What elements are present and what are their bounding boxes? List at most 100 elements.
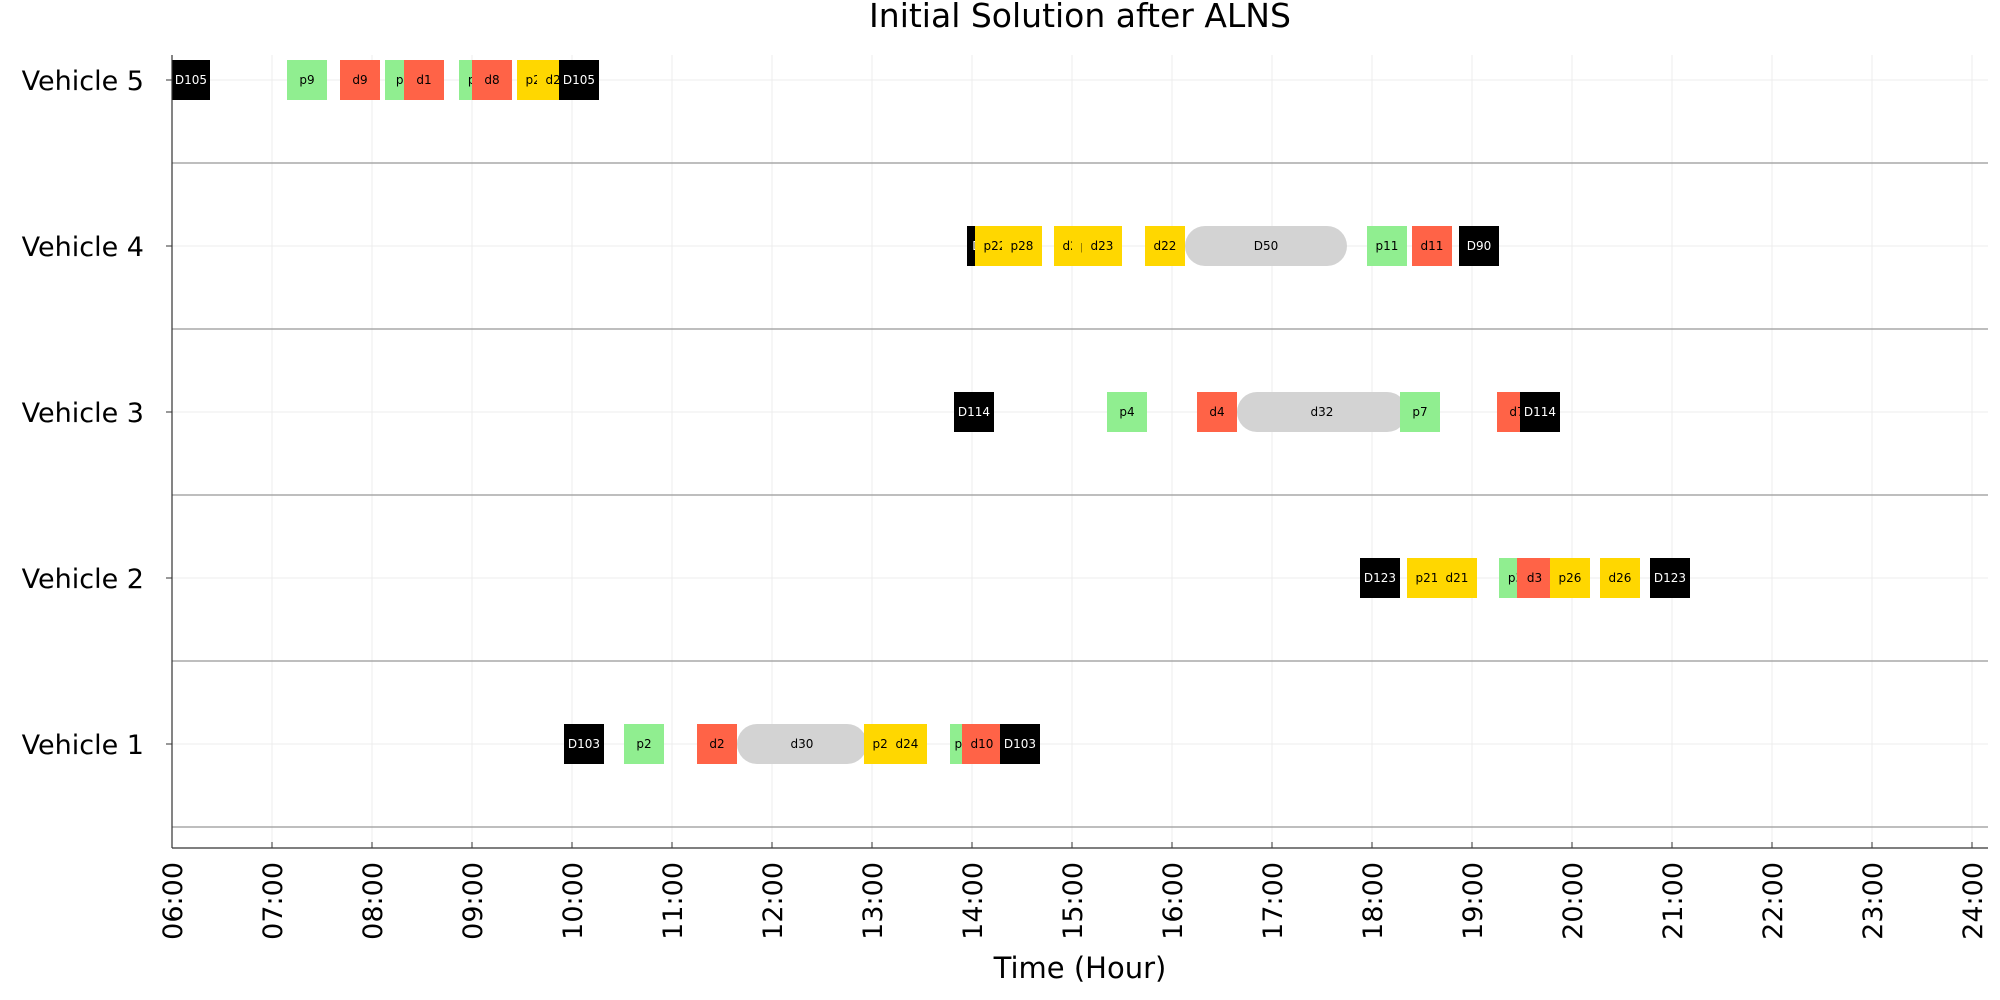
block-paired [1082,226,1122,266]
x-tick-label: 08:00 [358,862,389,940]
block-label: D114 [958,405,990,419]
block-waiting [1237,392,1407,432]
block-depot [564,724,604,764]
vehicle-row: D123 p21 d21 p3 d3 p26 d26 D123 [1360,558,1690,598]
block-label: d26 [1609,571,1632,585]
block-paired [1600,558,1640,598]
block-label: d32 [1311,405,1334,419]
block-label: p28 [1011,239,1034,253]
y-tick-label: Vehicle 5 [22,66,144,97]
vehicle-row: D114 p4 d4 d32 p7 d7 D114 [954,392,1560,432]
block-paired [1437,558,1477,598]
block-delivery [340,60,380,100]
block-label: d24 [896,737,919,751]
y-tick-label: Vehicle 3 [22,398,144,429]
schedule-blocks: D105p9d9p1d1p8d8p27d27D105D90p22p28d28p2… [172,60,1690,764]
y-tick-label: Vehicle 2 [22,564,144,595]
block-label: p26 [1559,571,1582,585]
grid-lines [171,55,1988,848]
block-pickup [1107,392,1147,432]
block-delivery [697,724,737,764]
block-label: p9 [299,73,314,87]
block-label: D114 [1524,405,1556,419]
block-label: D103 [568,737,600,751]
block-label: p22 [984,239,1007,253]
y-tick-label: Vehicle 1 [22,730,144,761]
block-label: D123 [1364,571,1396,585]
block-delivery [404,60,444,100]
block-depot [172,60,210,100]
block-pickup [624,724,664,764]
block-label: d3 [1527,571,1542,585]
block-delivery [1412,226,1452,266]
block-depot [1520,392,1560,432]
block-label: p21 [1416,571,1439,585]
x-tick-label: 18:00 [1358,862,1389,940]
block-label: p4 [1119,405,1134,419]
block-pickup [287,60,327,100]
block-label: p11 [1376,239,1399,253]
block-depot [1650,558,1690,598]
block-waiting [1185,226,1347,266]
vehicle-row: D90p22p28d28p23d23d22D50p11d11D90 [967,226,1499,266]
block-label: D105 [175,73,207,87]
block-pickup [1367,226,1407,266]
block-label: d23 [1091,239,1114,253]
x-tick-label: 23:00 [1858,862,1889,940]
vehicle-row: D103p2d2d30p24d24p10d10D103 [564,724,1040,764]
block-label: d8 [484,73,499,87]
vehicle-row: D105p9d9p1d1p8d8p27d27D105 [172,60,599,100]
x-tick-label: 14:00 [958,862,989,940]
x-tick-label: 17:00 [1258,862,1289,940]
block-label: d1 [416,73,431,87]
block-waiting [737,724,867,764]
block-paired [1145,226,1185,266]
chart-title: Initial Solution after ALNS [869,0,1291,35]
x-tick-label: 06:00 [158,862,189,940]
y-tick-label: Vehicle 4 [22,232,144,263]
x-tick-label: 21:00 [1658,862,1689,940]
block-delivery [1517,558,1552,598]
block-label: D105 [563,73,595,87]
block-label: d11 [1421,239,1444,253]
block-depot [1360,558,1400,598]
block-label: d30 [791,737,814,751]
block-depot [559,60,599,100]
x-tick-label: 12:00 [758,862,789,940]
x-tick-label: 07:00 [258,862,289,940]
axes: Vehicle 5 Vehicle 4 Vehicle 3 Vehicle 2 Vehi… [22,55,1989,940]
x-tick-label: 22:00 [1758,862,1789,940]
block-label: d22 [1154,239,1177,253]
block-label: d10 [971,737,994,751]
block-label: p2 [636,737,651,751]
block-paired [1002,226,1042,266]
block-pickup [1400,392,1440,432]
x-tick-label: 20:00 [1558,862,1589,940]
block-label: D103 [1004,737,1036,751]
block-label: D50 [1254,239,1279,253]
block-label: D90 [1467,239,1492,253]
x-tick-label: 15:00 [1058,862,1089,940]
block-delivery [1197,392,1237,432]
block-depot [1459,226,1499,266]
block-label: p7 [1412,405,1427,419]
x-tick-label: 09:00 [458,862,489,940]
block-label: d4 [1209,405,1224,419]
x-axis-label: Time (Hour) [993,951,1167,985]
x-tick-label: 10:00 [558,862,589,940]
block-depot [1000,724,1040,764]
block-paired [887,724,927,764]
x-tick-label: 11:00 [658,862,689,940]
block-label: d2 [709,737,724,751]
block-label: d9 [352,73,367,87]
x-tick-label: 16:00 [1158,862,1189,940]
block-delivery [962,724,1002,764]
block-label: d21 [1446,571,1469,585]
block-depot [954,392,994,432]
x-tick-label: 19:00 [1458,862,1489,940]
x-tick-label: 24:00 [1958,862,1989,940]
block-delivery [472,60,512,100]
block-paired [1550,558,1590,598]
block-label: D123 [1654,571,1686,585]
